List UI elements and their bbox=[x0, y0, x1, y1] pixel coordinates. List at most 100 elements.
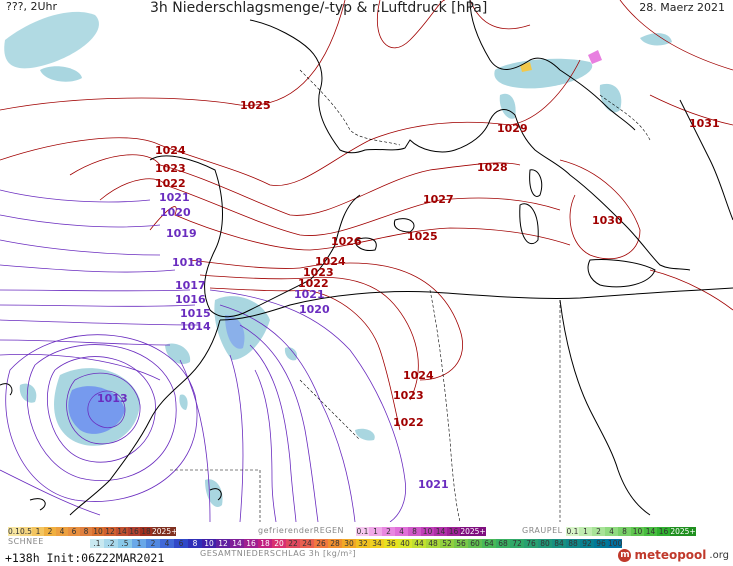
legend-cell: 60 bbox=[468, 539, 482, 548]
legend-cell: 10 bbox=[631, 527, 644, 536]
legend-cell: 0.5 bbox=[20, 527, 32, 536]
legend-cell: 84 bbox=[552, 539, 566, 548]
legend-cell: 2025+ bbox=[152, 527, 178, 536]
legend-cell: .2 bbox=[104, 539, 118, 548]
logo-text: meteopool bbox=[634, 548, 707, 562]
country-borders bbox=[170, 69, 651, 522]
isobar-label: 1020 bbox=[160, 206, 191, 219]
isobar-label-group: 1025 1029 1031 1028 1027 1030 1026 1025 … bbox=[97, 99, 720, 491]
legend-cell: 2 bbox=[382, 527, 395, 536]
legend-cell: 22 bbox=[286, 539, 300, 548]
isobar-label: 1019 bbox=[166, 227, 197, 240]
legend-cell: .5 bbox=[118, 539, 132, 548]
legend-cell: .1 bbox=[90, 539, 104, 548]
isobar-label: 1014 bbox=[180, 320, 211, 333]
legend-cell: 28 bbox=[328, 539, 342, 548]
legend-cell: 26 bbox=[314, 539, 328, 548]
isobar-label: 1023 bbox=[155, 162, 186, 175]
isobar-label: 1026 bbox=[331, 235, 362, 248]
legend-cell: 4 bbox=[605, 527, 618, 536]
legend-freezing-rain-label: gefrierenderREGEN bbox=[258, 526, 344, 535]
legend-cell: 8 bbox=[408, 527, 421, 536]
coastlines bbox=[0, 0, 733, 516]
legend-cell: 1 bbox=[32, 527, 44, 536]
legend-cell: 2025+ bbox=[670, 527, 696, 536]
legend-total-scale: .1.2.5 1 2 4 6 8 10 12 14 16 18 20 22 24 26 28 30 32 34 36 4… bbox=[90, 539, 622, 548]
isobar-label: 1021 bbox=[418, 478, 449, 491]
legend-cell: 2025+ bbox=[460, 527, 486, 536]
legend-total-label: GESAMTNIEDERSCHLAG 3h [kg/m²] bbox=[200, 549, 357, 558]
isobar-label: 1025 bbox=[407, 230, 438, 243]
legend-cell: 44 bbox=[412, 539, 426, 548]
legend-freezing-rain-scale: 0.1 1 2 4 8 10 14 16 2025+ bbox=[356, 527, 486, 536]
weather-map: 1025 1029 1031 1028 1027 1030 1026 1025 … bbox=[0, 0, 733, 522]
run-info: +138h Init:06Z22MAR2021 bbox=[5, 551, 165, 565]
legend-snow-scale: 0.1 0.5 1 2 4 6 8 10 12 14 16 18 2025+ bbox=[8, 527, 178, 536]
logo-suffix: .org bbox=[709, 549, 729, 561]
legend-cell: 24 bbox=[300, 539, 314, 548]
legend-cell: 6 bbox=[68, 527, 80, 536]
legend-cell: 68 bbox=[496, 539, 510, 548]
legend-cell: 4 bbox=[56, 527, 68, 536]
legend-cell: 92 bbox=[580, 539, 594, 548]
legend-cell: 4 bbox=[395, 527, 408, 536]
isobar-label: 1022 bbox=[298, 277, 329, 290]
meteopool-logo[interactable]: m meteopool .org bbox=[618, 548, 729, 562]
legend-cell: 76 bbox=[524, 539, 538, 548]
isobar-label: 1027 bbox=[423, 193, 454, 206]
legend-cell: 52 bbox=[440, 539, 454, 548]
legend-cell: 12 bbox=[216, 539, 230, 548]
legend-cell: 72 bbox=[510, 539, 524, 548]
isobar-label: 1022 bbox=[155, 177, 186, 190]
legend-cell: 48 bbox=[426, 539, 440, 548]
isobar-label: 1031 bbox=[689, 117, 720, 130]
logo-icon: m bbox=[618, 548, 632, 562]
legend-cell: 0.1 bbox=[356, 527, 369, 536]
legend-cell: 14 bbox=[434, 527, 447, 536]
legend-cell: 16 bbox=[657, 527, 670, 536]
isobar-label: 1028 bbox=[477, 161, 508, 174]
legend-cell: 64 bbox=[482, 539, 496, 548]
isobar-label: 1016 bbox=[175, 293, 206, 306]
isobar-label: 1029 bbox=[497, 122, 528, 135]
isobars-high bbox=[0, 0, 733, 431]
legend-cell: 1 bbox=[579, 527, 592, 536]
legend-cell: 0.1 bbox=[566, 527, 579, 536]
isobar-label: 1020 bbox=[299, 303, 330, 316]
legend-cell: 8 bbox=[188, 539, 202, 548]
legend-cell: 16 bbox=[128, 527, 140, 536]
isobar-label: 1021 bbox=[159, 191, 190, 204]
header-time: ???, 2Uhr bbox=[6, 0, 58, 13]
isobars-low bbox=[0, 189, 407, 522]
isobar-label: 1022 bbox=[393, 416, 424, 429]
legend-cell: 20 bbox=[272, 539, 286, 548]
legend-cell: 14 bbox=[230, 539, 244, 548]
legend-cell: 0.1 bbox=[8, 527, 20, 536]
isobar-label: 1017 bbox=[175, 279, 206, 292]
legend-cell: 88 bbox=[566, 539, 580, 548]
isobar-label: 1023 bbox=[303, 266, 334, 279]
legend-cell: 8 bbox=[80, 527, 92, 536]
legend-cell: 96 bbox=[594, 539, 608, 548]
legend-cell: 10 bbox=[421, 527, 434, 536]
legend-snow-label: SCHNEE bbox=[8, 537, 44, 546]
legend-cell: 36 bbox=[384, 539, 398, 548]
legend-cell: 40 bbox=[398, 539, 412, 548]
isobar-label: 1024 bbox=[315, 255, 346, 268]
legend-cell: 32 bbox=[356, 539, 370, 548]
legend-cell: 14 bbox=[116, 527, 128, 536]
legend-graupel-label: GRAUPEL bbox=[522, 526, 563, 535]
legend-cell: 100 bbox=[608, 539, 623, 548]
isobar-label: 1025 bbox=[240, 99, 271, 112]
legend-cell: 16 bbox=[244, 539, 258, 548]
legend-cell: 34 bbox=[370, 539, 384, 548]
legend-graupel-scale: 0.1 1 2 4 8 10 14 16 2025+ bbox=[566, 527, 696, 536]
legend-cell: 1 bbox=[132, 539, 146, 548]
legend-cell: 30 bbox=[342, 539, 356, 548]
map-date: 28. Maerz 2021 bbox=[639, 1, 725, 14]
legend-cell: 2 bbox=[44, 527, 56, 536]
legend-cell: 10 bbox=[92, 527, 104, 536]
isobar-label: 1030 bbox=[592, 214, 623, 227]
legend-cell: 1 bbox=[369, 527, 382, 536]
isobar-label: 1024 bbox=[155, 144, 186, 157]
